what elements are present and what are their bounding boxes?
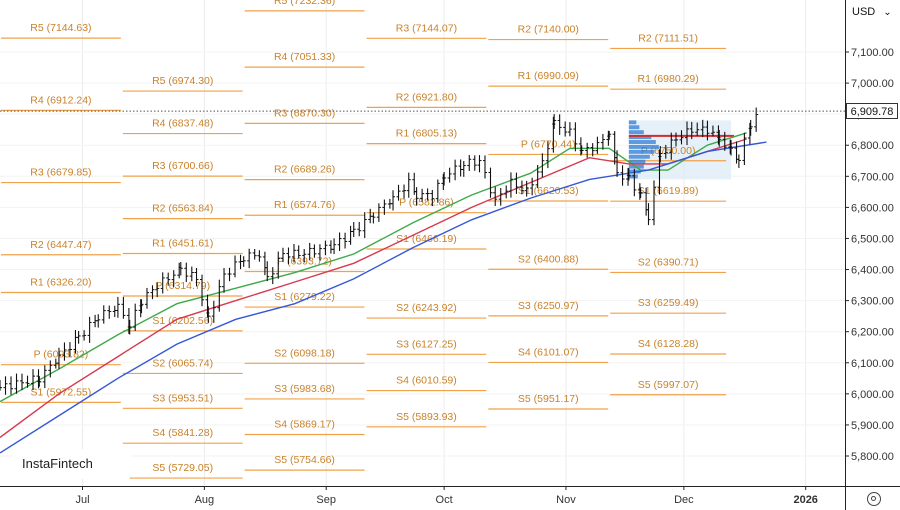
price-bars <box>0 107 759 395</box>
x-axis: Jul Aug Sep Oct Nov Dec 2026 <box>76 486 818 506</box>
pivot-label-s2: S2 (6400.88) <box>518 253 579 265</box>
volume-profile-bar <box>628 154 650 159</box>
pivot-label-s4: S4 (6101.07) <box>518 346 579 358</box>
pivot-label-s1: S1 (6202.56) <box>152 315 213 327</box>
pivot-label-s5: S5 (5951.17) <box>518 393 579 405</box>
pivot-label-s3: S3 (6259.49) <box>638 297 699 309</box>
pivot-label-r2: R2 (6447.47) <box>30 239 91 251</box>
volume-profile-bar <box>628 130 644 135</box>
pivot-label-r5: R5 (7144.63) <box>30 22 91 34</box>
y-tick-label: 7,100.00 <box>851 47 894 59</box>
x-tick-label: Dec <box>674 494 694 506</box>
pivot-label-s5: S5 (5754.66) <box>274 454 335 466</box>
ma-line-blue <box>0 141 767 454</box>
volume-profile-bar <box>628 174 638 179</box>
volume-profile-bar <box>628 159 646 164</box>
pivot-label-r2: R2 (7140.00) <box>518 24 579 36</box>
pivot-label-s4: S4 (5841.28) <box>152 427 213 439</box>
pivot-label-p: P (6582.86) <box>399 197 454 209</box>
pivot-label-r1: R1 (6805.13) <box>396 128 457 140</box>
y-tick-label: 7,000.00 <box>851 78 894 90</box>
volume-profile-bar <box>628 144 659 149</box>
pivot-label-r3: R3 (6679.85) <box>30 167 91 179</box>
pivot-label-r2: R2 (6563.84) <box>152 203 213 215</box>
pivot-label-r3: R3 (6700.66) <box>152 160 213 172</box>
currency-label: USD <box>852 6 876 18</box>
pivot-label-r1: R1 (6326.20) <box>30 276 91 288</box>
y-tick-label: 6,800.00 <box>851 140 894 152</box>
x-tick-label: Aug <box>195 494 215 506</box>
pivot-label-r4: R4 (7051.33) <box>274 51 335 63</box>
pivot-label-r1: R1 (6980.29) <box>637 73 698 85</box>
pivot-label-r1: R1 (6574.76) <box>274 199 335 211</box>
y-tick-label: 5,800.00 <box>851 451 894 463</box>
pivot-label-s2: S2 (6098.18) <box>274 347 335 359</box>
y-tick-label: 6,300.00 <box>851 296 894 308</box>
pivot-label-s1: S1 (6619.89) <box>638 185 699 197</box>
pivot-label-s2: S2 (6065.74) <box>152 357 213 369</box>
pivot-label-s1: S1 (6279.22) <box>274 291 335 303</box>
ma-line-green <box>0 132 747 403</box>
pivot-label-r2: R2 (7111.51) <box>638 32 698 44</box>
pivot-label-s4: S4 (6128.28) <box>638 338 699 350</box>
y-tick-label: 6,400.00 <box>851 265 894 277</box>
currency-selector[interactable]: USD ⌄ <box>846 0 900 24</box>
volume-profile-bar <box>628 149 655 154</box>
x-tick-label: 2026 <box>793 494 817 506</box>
x-tick-label: Nov <box>556 494 576 506</box>
x-tick-label: Oct <box>436 494 453 506</box>
pivot-label-s5: S5 (5893.93) <box>396 411 457 423</box>
y-tick-label: 6,700.00 <box>851 171 894 183</box>
chevron-down-icon: ⌄ <box>883 7 892 18</box>
y-tick-label: 5,900.00 <box>851 420 894 432</box>
pivot-label-r3: R3 (6870.30) <box>274 107 335 119</box>
pivot-label-r2: R2 (6689.26) <box>274 164 335 176</box>
pivot-label-s5: S5 (5729.05) <box>152 462 213 474</box>
volume-profile-bar <box>628 140 656 144</box>
settings-gear-icon[interactable] <box>867 492 881 506</box>
pivot-label-s3: S3 (6127.25) <box>396 338 457 350</box>
x-tick-label: Jul <box>76 494 90 506</box>
pivot-label-s5: S5 (5997.07) <box>638 379 699 391</box>
pivot-label-s3: S3 (6250.97) <box>518 300 579 312</box>
pivot-label-r4: R4 (6912.24) <box>30 94 91 106</box>
pivot-label-s3: S3 (5953.51) <box>152 392 213 404</box>
volume-profile-bar <box>628 135 652 140</box>
pivot-label-s2: S2 (6243.92) <box>396 302 457 314</box>
pivot-levels: R5 (7144.63) R4 (6912.24) R3 (6679.85) R2 (… <box>1 0 727 479</box>
y-tick-label: 6,600.00 <box>851 202 894 214</box>
y-tick-label: 6,000.00 <box>851 389 894 401</box>
x-tick-label: Sep <box>316 494 336 506</box>
instafintech-logo: InstaFintech <box>14 449 130 479</box>
ma-line-red <box>0 138 747 438</box>
pivot-label-r1: R1 (6990.09) <box>518 70 579 82</box>
pivot-label-r5: R5 (7232.36) <box>274 0 335 7</box>
pivot-label-s4: S4 (5869.17) <box>274 419 335 431</box>
pivot-label-r5: R5 (6974.30) <box>152 75 213 87</box>
pivot-label-s4: S4 (6010.59) <box>396 375 457 387</box>
pivot-label-r2: R2 (6921.80) <box>396 91 457 103</box>
last-price-label: 6,909.78 <box>846 103 898 120</box>
y-tick-label: 6,100.00 <box>851 358 894 370</box>
pivot-label-r3: R3 (7144.07) <box>396 22 457 34</box>
volume-profile-bar <box>628 125 640 130</box>
pivot-label-r1: R1 (6451.61) <box>152 237 213 249</box>
volume-profile-bar <box>628 120 637 125</box>
pivot-label-p: P (6093.82) <box>34 349 89 361</box>
y-tick-label: 6,500.00 <box>851 233 894 245</box>
y-tick-label: 6,200.00 <box>851 327 894 339</box>
moving-averages <box>0 132 767 454</box>
pivot-label-s3: S3 (5983.68) <box>274 383 335 395</box>
pivot-label-r4: R4 (6837.48) <box>152 118 213 130</box>
pivot-label-s2: S2 (6390.71) <box>638 256 699 268</box>
